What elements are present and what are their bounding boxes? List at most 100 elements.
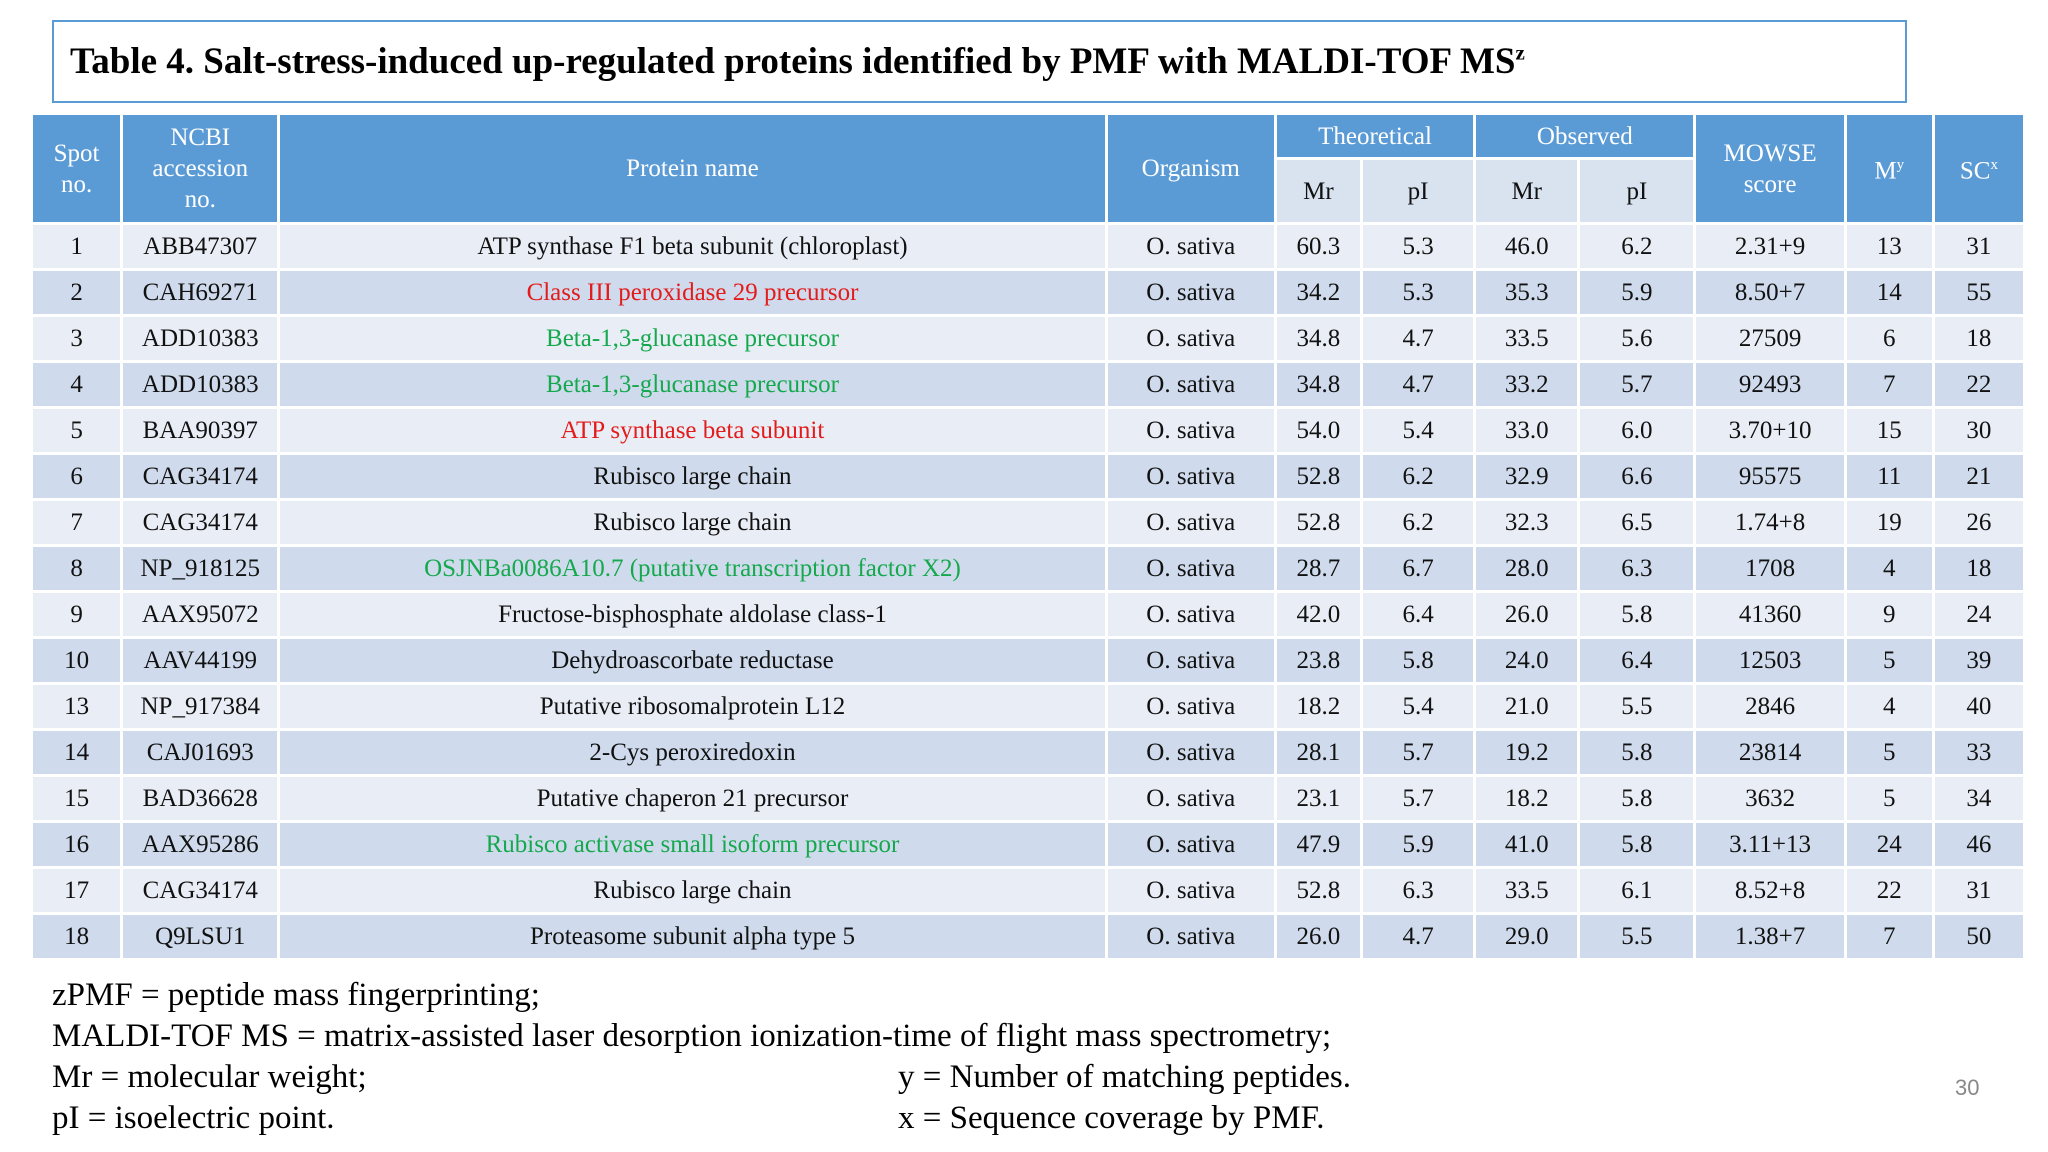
cell-ob-mr: 29.0 bbox=[1476, 915, 1578, 958]
header-m-superscript: y bbox=[1896, 157, 1905, 174]
cell-sc: 22 bbox=[1934, 363, 2023, 406]
header-theoretical: Theoretical bbox=[1276, 115, 1474, 157]
cell-m: 5 bbox=[1846, 639, 1932, 682]
cell-ncbi: CAG34174 bbox=[123, 869, 278, 912]
protein-table: Spot no. NCBI accession no. Protein name… bbox=[30, 112, 2026, 961]
cell-sc: 18 bbox=[1934, 547, 2023, 590]
cell-mowse: 1.74+8 bbox=[1696, 501, 1844, 544]
cell-m: 5 bbox=[1846, 731, 1932, 774]
cell-th-pi: 5.4 bbox=[1362, 685, 1474, 728]
cell-organism: O. sativa bbox=[1107, 915, 1274, 958]
header-theoretical-mr: Mr bbox=[1276, 160, 1360, 222]
cell-ob-pi: 6.6 bbox=[1580, 455, 1694, 498]
cell-m: 22 bbox=[1846, 869, 1932, 912]
table-row: 6 CAG34174 Rubisco large chain O. sativa 52.… bbox=[33, 455, 2023, 498]
cell-ncbi: CAJ01693 bbox=[123, 731, 278, 774]
cell-m: 15 bbox=[1846, 409, 1932, 452]
cell-mowse: 41360 bbox=[1696, 593, 1844, 636]
cell-ncbi: NP_917384 bbox=[123, 685, 278, 728]
header-observed-pi: pI bbox=[1580, 160, 1694, 222]
cell-m: 4 bbox=[1846, 685, 1932, 728]
cell-sc: 34 bbox=[1934, 777, 2023, 820]
cell-protein: Putative ribosomalprotein L12 bbox=[280, 685, 1105, 728]
cell-th-mr: 34.8 bbox=[1276, 363, 1360, 406]
cell-protein: Rubisco large chain bbox=[280, 869, 1105, 912]
cell-spot: 17 bbox=[33, 869, 121, 912]
cell-spot: 2 bbox=[33, 271, 121, 314]
header-sequence-coverage: SCx bbox=[1934, 115, 2023, 222]
cell-mowse: 2846 bbox=[1696, 685, 1844, 728]
cell-spot: 16 bbox=[33, 823, 121, 866]
cell-spot: 14 bbox=[33, 731, 121, 774]
cell-ob-mr: 33.2 bbox=[1476, 363, 1578, 406]
cell-spot: 13 bbox=[33, 685, 121, 728]
cell-organism: O. sativa bbox=[1107, 455, 1274, 498]
cell-protein: OSJNBa0086A10.7 (putative transcription … bbox=[280, 547, 1105, 590]
cell-spot: 15 bbox=[33, 777, 121, 820]
cell-ncbi: CAG34174 bbox=[123, 455, 278, 498]
cell-ob-mr: 18.2 bbox=[1476, 777, 1578, 820]
cell-mowse: 12503 bbox=[1696, 639, 1844, 682]
cell-spot: 18 bbox=[33, 915, 121, 958]
cell-ob-mr: 32.9 bbox=[1476, 455, 1578, 498]
cell-ob-mr: 33.5 bbox=[1476, 317, 1578, 360]
cell-th-mr: 52.8 bbox=[1276, 869, 1360, 912]
cell-ncbi: Q9LSU1 bbox=[123, 915, 278, 958]
table-row: 16 AAX95286 Rubisco activase small isoform… bbox=[33, 823, 2023, 866]
cell-m: 13 bbox=[1846, 225, 1932, 268]
cell-th-pi: 5.7 bbox=[1362, 777, 1474, 820]
cell-organism: O. sativa bbox=[1107, 823, 1274, 866]
cell-m: 5 bbox=[1846, 777, 1932, 820]
cell-protein: Beta-1,3-glucanase precursor bbox=[280, 317, 1105, 360]
cell-th-mr: 23.8 bbox=[1276, 639, 1360, 682]
cell-mowse: 95575 bbox=[1696, 455, 1844, 498]
header-protein-name: Protein name bbox=[280, 115, 1105, 222]
cell-mowse: 3.70+10 bbox=[1696, 409, 1844, 452]
cell-th-mr: 23.1 bbox=[1276, 777, 1360, 820]
footnotes: zPMF = peptide mass fingerprinting; MALD… bbox=[52, 975, 1331, 1139]
cell-sc: 31 bbox=[1934, 869, 2023, 912]
cell-th-mr: 28.1 bbox=[1276, 731, 1360, 774]
cell-mowse: 1708 bbox=[1696, 547, 1844, 590]
cell-ncbi: ADD10383 bbox=[123, 363, 278, 406]
header-observed-mr: Mr bbox=[1476, 160, 1578, 222]
cell-ob-mr: 35.3 bbox=[1476, 271, 1578, 314]
cell-protein: Proteasome subunit alpha type 5 bbox=[280, 915, 1105, 958]
cell-protein: Class III peroxidase 29 precursor bbox=[280, 271, 1105, 314]
cell-protein: Fructose-bisphosphate aldolase class-1 bbox=[280, 593, 1105, 636]
cell-ob-mr: 32.3 bbox=[1476, 501, 1578, 544]
cell-th-pi: 5.4 bbox=[1362, 409, 1474, 452]
table-header: Spot no. NCBI accession no. Protein name… bbox=[33, 115, 2023, 222]
cell-ob-pi: 5.9 bbox=[1580, 271, 1694, 314]
cell-sc: 24 bbox=[1934, 593, 2023, 636]
footnote-pmf: zPMF = peptide mass fingerprinting; bbox=[52, 977, 540, 1013]
cell-protein: Beta-1,3-glucanase precursor bbox=[280, 363, 1105, 406]
cell-protein: Putative chaperon 21 precursor bbox=[280, 777, 1105, 820]
table-row: 9 AAX95072 Fructose-bisphosphate aldolase … bbox=[33, 593, 2023, 636]
header-theoretical-pi: pI bbox=[1362, 160, 1474, 222]
cell-m: 11 bbox=[1846, 455, 1932, 498]
header-sc-superscript: x bbox=[1990, 157, 1998, 174]
table-row: 3 ADD10383 Beta-1,3-glucanase precursor O. … bbox=[33, 317, 2023, 360]
cell-th-pi: 4.7 bbox=[1362, 363, 1474, 406]
cell-spot: 1 bbox=[33, 225, 121, 268]
cell-ncbi: ADD10383 bbox=[123, 317, 278, 360]
header-ncbi: NCBI accession no. bbox=[123, 115, 278, 222]
cell-organism: O. sativa bbox=[1107, 731, 1274, 774]
header-matching-peptides: My bbox=[1846, 115, 1932, 222]
cell-organism: O. sativa bbox=[1107, 363, 1274, 406]
cell-th-pi: 5.8 bbox=[1362, 639, 1474, 682]
cell-mowse: 8.52+8 bbox=[1696, 869, 1844, 912]
cell-mowse: 92493 bbox=[1696, 363, 1844, 406]
cell-th-pi: 4.7 bbox=[1362, 317, 1474, 360]
cell-th-mr: 42.0 bbox=[1276, 593, 1360, 636]
cell-organism: O. sativa bbox=[1107, 317, 1274, 360]
cell-ncbi: AAV44199 bbox=[123, 639, 278, 682]
cell-th-pi: 5.7 bbox=[1362, 731, 1474, 774]
cell-organism: O. sativa bbox=[1107, 685, 1274, 728]
table-row: 8 NP_918125 OSJNBa0086A10.7 (putative tran… bbox=[33, 547, 2023, 590]
footnote-x: x = Sequence coverage by PMF. bbox=[898, 1100, 1325, 1136]
cell-ob-mr: 46.0 bbox=[1476, 225, 1578, 268]
cell-th-mr: 52.8 bbox=[1276, 501, 1360, 544]
cell-th-mr: 26.0 bbox=[1276, 915, 1360, 958]
